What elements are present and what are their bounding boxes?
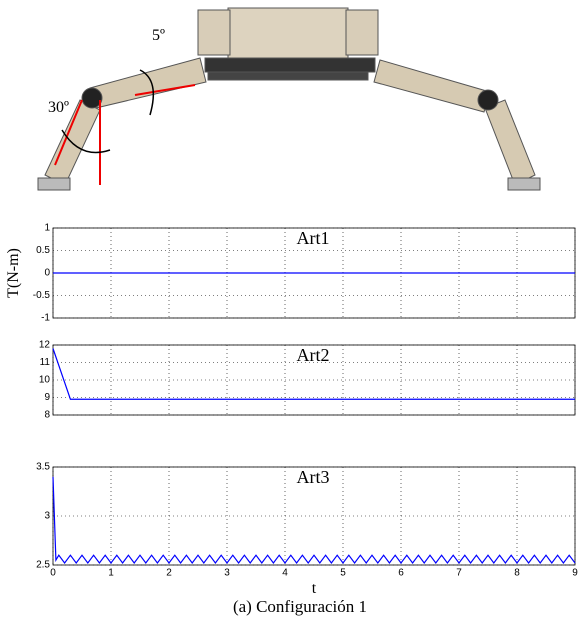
x-tick-label: 4: [282, 568, 288, 579]
subplot-title: Art2: [297, 345, 330, 365]
x-tick-label: 2: [166, 568, 172, 579]
subplot-title: Art1: [297, 228, 330, 248]
x-tick-label: 5: [340, 568, 346, 579]
y-tick-label: 3: [44, 511, 50, 522]
y-tick-label: 0: [44, 268, 50, 279]
subplot-title: Art3: [297, 467, 330, 487]
y-tick-label: 12: [39, 340, 51, 351]
robot-illustration: [38, 8, 540, 190]
angle-label: 5º: [152, 27, 165, 44]
y-tick-label: 8: [44, 410, 50, 421]
y-tick-label: 1: [44, 223, 50, 234]
y-tick-label: 2.5: [36, 560, 50, 571]
data-line: [53, 477, 575, 563]
y-tick-label: 3.5: [36, 462, 50, 473]
x-tick-label: 0: [50, 568, 56, 579]
x-tick-label: 3: [224, 568, 230, 579]
figure: 5º 30º (a) Configuración 1 -1 -0.5 0 0.5 1 Ar…: [0, 0, 578, 633]
caption: (a) Configuración 1: [233, 597, 367, 616]
y-tick-label: 10: [39, 375, 51, 386]
x-tick-label: 8: [514, 568, 520, 579]
y-tick-label: -1: [41, 313, 50, 324]
y-axis-label: T(N-m): [5, 248, 22, 298]
y-tick-label: 9: [44, 392, 50, 403]
y-tick-label: -0.5: [33, 290, 51, 301]
x-tick-label: 1: [108, 568, 114, 579]
x-tick-label: 6: [398, 568, 404, 579]
page: {"figure": {"annotations": ["5º", "30º"]…: [0, 0, 578, 633]
x-tick-label: 7: [456, 568, 462, 579]
y-tick-label: 0.5: [36, 245, 50, 256]
x-tick-label: 9: [572, 568, 578, 579]
y-tick-label: 11: [40, 357, 51, 368]
x-axis-label: t: [312, 580, 317, 597]
angle-label: 30º: [48, 99, 69, 116]
